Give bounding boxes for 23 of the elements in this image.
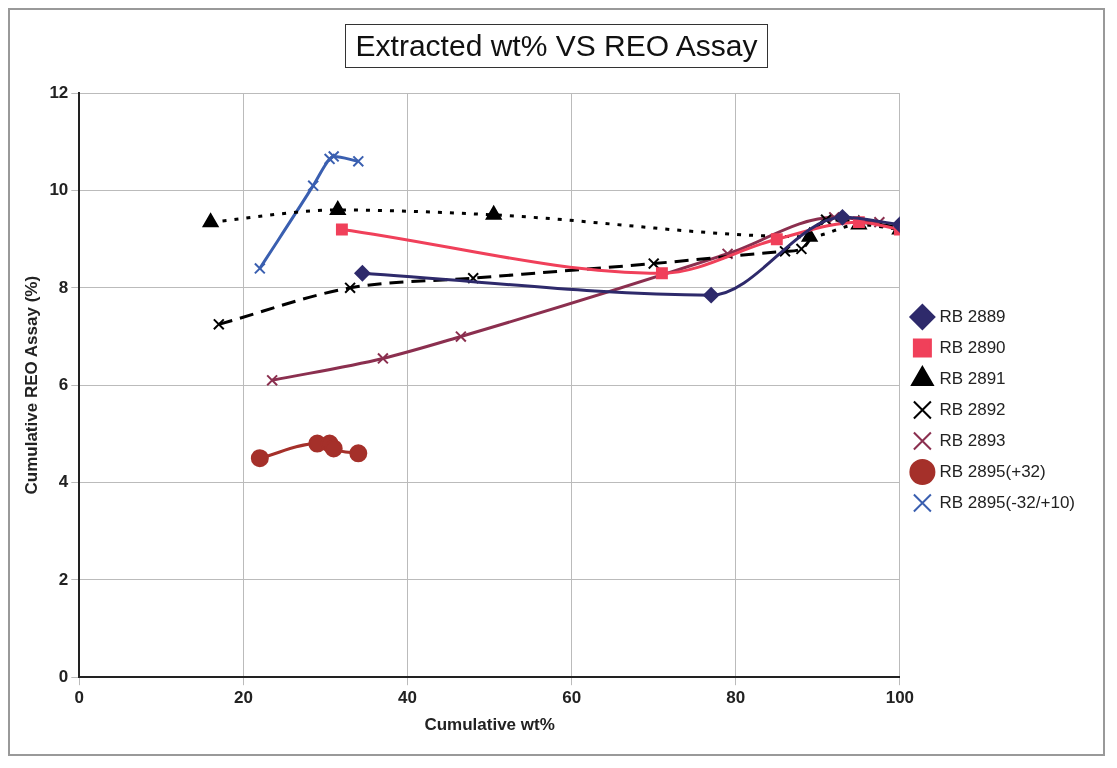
legend-label: RB 2893 [939,430,1006,450]
y-tick-label: 4 [58,472,69,492]
legend-label: RB 2892 [939,399,1006,419]
y-tick-label: 12 [49,82,69,102]
x-tick-label: 100 [885,688,915,708]
legend-label: RB 2890 [939,337,1006,357]
y-tick-label: 0 [58,666,69,686]
chart-title: Extracted wt% VS REO Assay [344,24,769,68]
x-tick-label: 0 [74,688,85,708]
x-tick-label: 20 [233,688,253,708]
y-axis-title: Cumulative REO Assay (%) [21,275,41,495]
legend-label: RB 2891 [939,368,1006,388]
y-tick-label: 10 [49,180,69,200]
x-tick-label: 40 [398,688,417,708]
y-tick-label: 8 [58,277,69,297]
y-tick-label: 6 [58,374,69,394]
x-axis-title: Cumulative wt% [424,715,555,735]
legend-label: RB 2889 [939,306,1006,326]
legend-label: RB 2895(-32/+10) [939,492,1076,512]
y-tick-label: 2 [58,569,69,589]
legend-label: RB 2895(+32) [939,461,1046,481]
x-tick-label: 80 [726,688,746,708]
x-tick-label: 60 [562,688,582,708]
